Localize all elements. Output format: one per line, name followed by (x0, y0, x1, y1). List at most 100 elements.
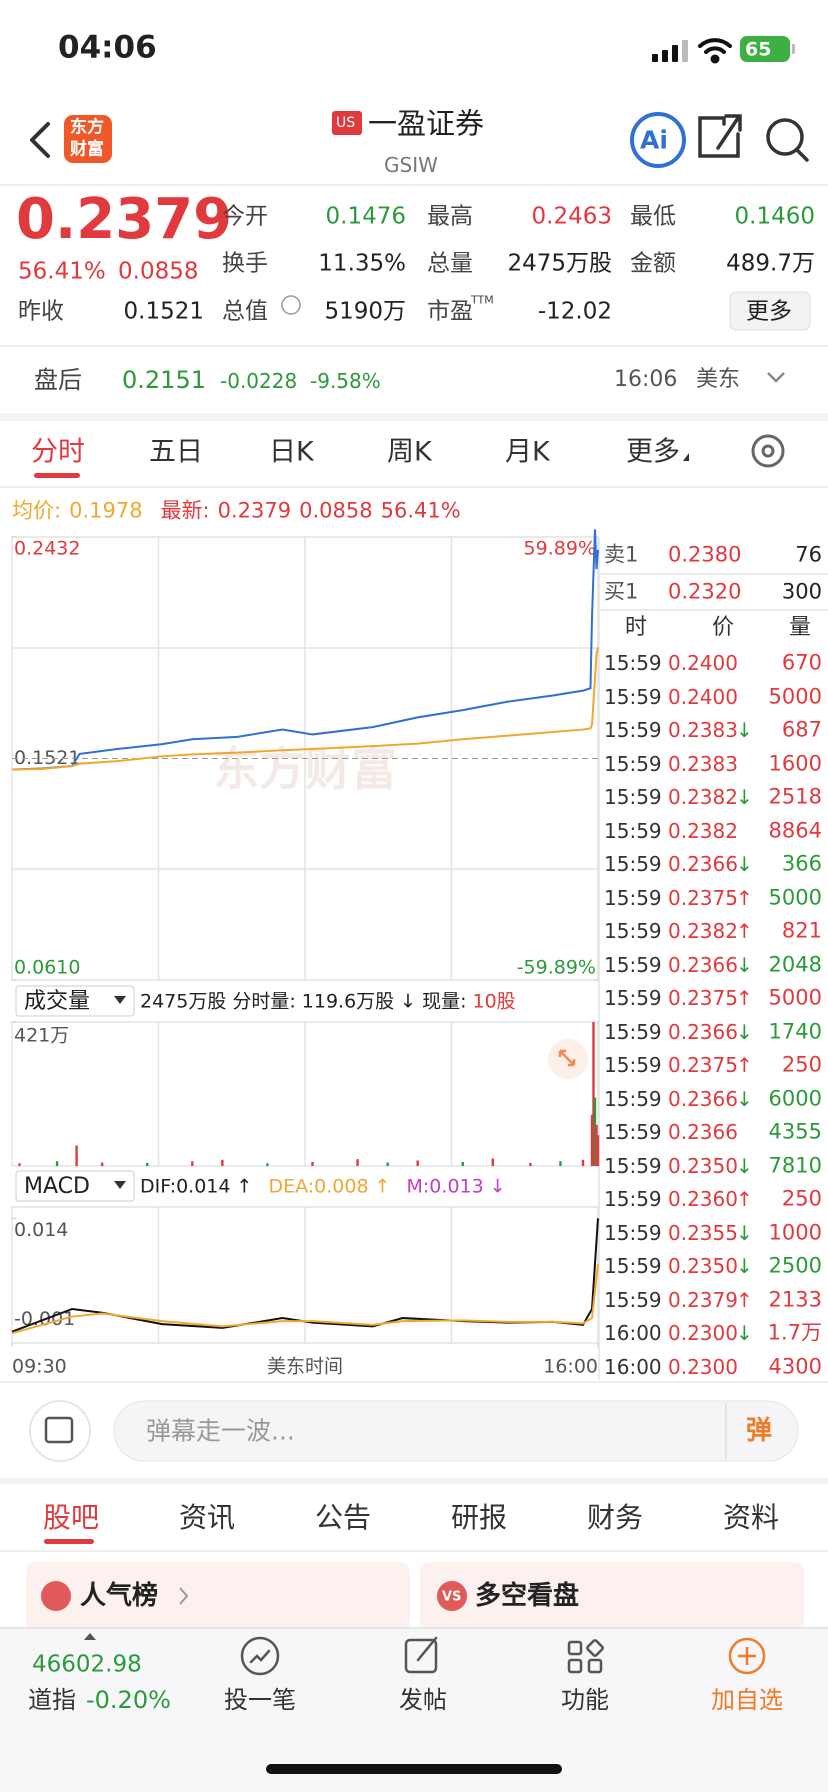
sub-tab[interactable]: 资料 (723, 1501, 780, 1534)
chevron (179, 1587, 189, 1605)
danmaku-send[interactable]: 弹 (746, 1416, 773, 1446)
last-price: 0.2379 (16, 187, 233, 252)
field-label: 总值 (222, 298, 268, 325)
dif: DIF:0.014 ↑ (140, 1175, 253, 1198)
tab[interactable]: 更多 (626, 436, 680, 468)
ai-button[interactable] (630, 112, 686, 168)
market-badge (332, 111, 362, 135)
field-value: 489.7万 (726, 250, 815, 277)
field-value: 0.2463 (531, 203, 612, 230)
tab[interactable]: 五日 (149, 436, 203, 468)
volume-bar (311, 1161, 314, 1166)
card-title[interactable]: 人气榜 (80, 1581, 159, 1611)
sub-tab[interactable]: 财务 (587, 1501, 644, 1534)
trade-arrow: ↓ (736, 1254, 753, 1278)
trade-qty: 6000 (768, 1086, 822, 1110)
tab[interactable]: 日K (269, 436, 314, 468)
sub-tab[interactable]: 资讯 (179, 1501, 236, 1534)
trade-time: 15:59 (604, 852, 662, 876)
series-line (11, 647, 599, 771)
danmaku-toggle[interactable] (29, 1400, 91, 1462)
trade-time: 15:59 (604, 986, 662, 1010)
field-value: -12.02 (537, 298, 612, 325)
more-button[interactable] (729, 291, 811, 331)
trade-qty: 1600 (768, 751, 822, 775)
trade-price: 0.2375 (668, 986, 738, 1010)
last-label: 最新: (160, 498, 210, 523)
trade-qty: 2500 (768, 1253, 822, 1278)
trade-time: 15:59 (604, 1254, 662, 1278)
x-tick-label: 09:30 (12, 1356, 67, 1378)
y-tick-label: 0.014 (14, 1219, 68, 1241)
nav-item[interactable]: 发帖 (399, 1686, 447, 1714)
comment-input[interactable] (113, 1400, 799, 1462)
intraday-info: 均价: 0.1978 最新: 0.2379 0.0858 56.41% (12, 498, 461, 523)
add-watch-icon[interactable] (728, 1637, 766, 1675)
book-label: 买1 (604, 579, 639, 604)
sub-tab[interactable]: 股吧 (43, 1501, 100, 1534)
trade-price: 0.2382 (668, 818, 738, 843)
trade-price: 0.2382 (668, 785, 738, 809)
trade-time: 15:59 (604, 751, 662, 776)
trade-price: 0.2400 (668, 684, 738, 709)
nav-item[interactable]: 加自选 (711, 1686, 783, 1714)
card[interactable] (420, 1562, 804, 1632)
trade-time: 15:59 (604, 1019, 662, 1044)
nav-item[interactable]: 功能 (561, 1686, 609, 1714)
volume-selector-text[interactable]: 成交量 (24, 989, 91, 1014)
book-header: 价 (712, 615, 735, 640)
index-pct[interactable]: -0.20% (86, 1686, 171, 1714)
share-button[interactable] (698, 114, 742, 158)
y2-tick-label: 59.89% (524, 538, 596, 560)
macd-selector[interactable] (15, 1170, 135, 1202)
trade-arrow: ↓ (736, 952, 753, 977)
book-qty: 76 (795, 542, 822, 567)
tab[interactable]: 月K (505, 436, 550, 468)
macd-selector-text[interactable]: MACD (24, 1174, 90, 1199)
trade-qty: 5000 (768, 985, 822, 1010)
trade-arrow: ↑ (736, 1187, 753, 1211)
trade-qty: 7810 (768, 1153, 822, 1177)
field-label: 最高 (427, 203, 473, 230)
trade-arrow: ↓ (736, 1019, 753, 1044)
active-tab-underline (44, 1539, 94, 1544)
search-button[interactable] (766, 118, 809, 162)
trade-price: 0.2383 (668, 718, 738, 742)
trade-qty: 4300 (768, 1354, 822, 1378)
trade-time: 15:59 (604, 684, 662, 709)
trade-time: 15:59 (604, 1086, 662, 1111)
comment-placeholder[interactable]: 弹幕走一波... (146, 1416, 295, 1446)
wifi-icon (698, 38, 732, 64)
volume-selector[interactable] (15, 985, 135, 1017)
tab[interactable]: 分时 (31, 436, 85, 468)
minute-volume: 119.6万股 (301, 990, 395, 1013)
more-triangle (683, 453, 689, 461)
nav-item[interactable]: 投一笔 (224, 1686, 296, 1714)
card-title[interactable]: 多空看盘 (475, 1581, 580, 1611)
index-name[interactable]: 道指 (28, 1686, 76, 1714)
card[interactable] (26, 1562, 410, 1632)
trade-qty: 2133 (768, 1287, 822, 1311)
trade-time: 15:59 (604, 718, 662, 742)
more-text[interactable]: 更多 (746, 298, 792, 325)
field-label: 今开 (222, 203, 268, 230)
tab[interactable]: 周K (387, 436, 432, 468)
volume-arrow: ↓ (400, 990, 417, 1013)
expand-chevron[interactable] (767, 372, 785, 383)
back-button[interactable] (30, 122, 50, 158)
volume-bar (356, 1159, 359, 1166)
sub-tab[interactable]: 公告 (315, 1501, 372, 1534)
info-icon (281, 295, 301, 315)
trade-price: 0.2366 (668, 1019, 738, 1044)
settings-button[interactable] (751, 434, 785, 468)
trade-price: 0.2300 (668, 1354, 738, 1379)
y-tick-label: 0.2432 (14, 538, 80, 560)
sub-tab[interactable]: 研报 (451, 1501, 508, 1534)
volume-bar (592, 1022, 595, 1166)
index-value[interactable]: 46602.98 (32, 1651, 142, 1678)
trade-qty: 2048 (768, 952, 822, 976)
volume-bar (595, 1124, 598, 1166)
series-line (11, 1263, 599, 1335)
trade-price: 0.2383 (668, 751, 738, 776)
trade-time: 15:59 (604, 1220, 662, 1245)
